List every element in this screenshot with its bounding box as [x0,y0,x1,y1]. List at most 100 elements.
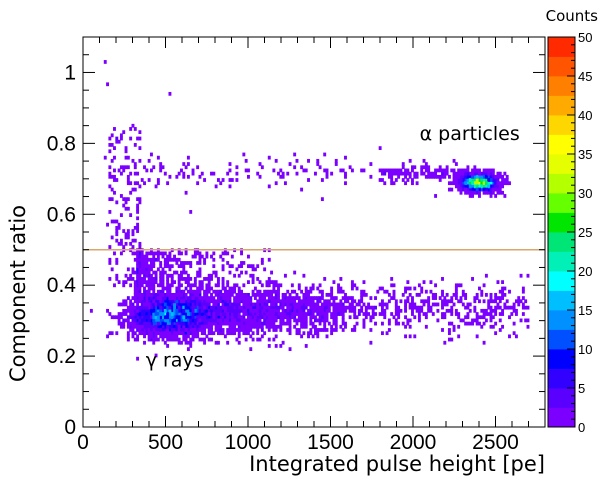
heatmap-cell [180,292,183,297]
heatmap-cell [307,158,310,163]
heatmap-cell [466,168,470,173]
heatmap-cell [323,152,327,157]
heatmap-cell [461,184,465,189]
heatmap-cell [214,292,218,297]
heatmap-cell [267,344,271,348]
heatmap-cell [124,146,128,150]
heatmap-cell [124,197,128,202]
heatmap-cell [514,312,518,316]
heatmap-cell [145,308,149,313]
heatmap-cell [138,267,142,272]
heatmap-cell [136,206,140,211]
heatmap-cell [147,328,151,332]
heatmap-cell [129,283,133,288]
heatmap-cell [161,280,165,285]
heatmap-cell [237,299,241,304]
heatmap-cell [286,321,290,326]
heatmap-cell [251,273,255,278]
heatmap-cell [260,312,264,316]
heatmap-cell [524,299,528,304]
heatmap-cell [216,328,220,332]
heatmap-cell [450,168,454,173]
heatmap-cell [288,315,292,320]
heatmap-cell [115,229,119,233]
heatmap-cell [226,292,230,297]
palette-swatch [548,173,575,194]
heatmap-cell [166,308,170,313]
heatmap-cell [147,312,151,316]
heatmap-cell [184,261,188,265]
heatmap-cell [295,296,299,300]
heatmap-cell [138,261,142,265]
heatmap-cell [364,315,368,320]
heatmap-cell [166,283,170,288]
heatmap-cell [143,273,146,278]
heatmap-cell [203,292,207,297]
heatmap-cell [394,312,398,316]
heatmap-cell [143,289,146,294]
palette-swatch [548,37,575,57]
heatmap-cell [267,292,271,297]
heatmap-cell [189,331,193,336]
heatmap-cell [498,296,502,300]
heatmap-cell [258,280,262,285]
heatmap-cell [394,318,398,323]
heatmap-cell [131,328,135,332]
heatmap-cell [223,305,227,310]
heatmap-cell [131,232,135,237]
heatmap-cell [508,289,511,294]
heatmap-cell [450,305,454,310]
heatmap-cell [210,277,213,281]
heatmap-cell [260,328,264,332]
heatmap-cell [214,302,218,307]
heatmap-cell [265,289,269,294]
heatmap-cell [129,308,133,313]
heatmap-cell [170,264,174,269]
heatmap-cell [283,273,287,278]
heatmap-cell [249,321,253,326]
heatmap-cell [138,158,142,163]
heatmap-cell [461,187,465,192]
heatmap-cell [136,315,140,320]
heatmap-cell [288,312,292,316]
heatmap-cell [480,181,484,186]
heatmap-cell [263,331,267,336]
heatmap-cell [237,331,241,336]
heatmap-cell [156,292,160,297]
heatmap-cell [180,324,183,329]
heatmap-cell [494,194,498,198]
heatmap-cell [339,277,343,281]
heatmap-cell [251,337,255,342]
heatmap-cell [214,308,218,313]
heatmap-cell [173,270,176,275]
heatmap-cell [235,337,239,342]
heatmap-cell [191,312,195,316]
heatmap-cell [360,299,364,304]
heatmap-cell [200,328,204,332]
heatmap-cell [237,273,241,278]
heatmap-cell [152,254,156,259]
heatmap-cell [272,305,276,310]
heatmap-cell [138,312,142,316]
heatmap-cell [226,280,230,285]
heatmap-cell [332,315,336,320]
heatmap-cell [270,270,274,275]
heatmap-cell [175,318,179,323]
heatmap-cell [288,302,292,307]
heatmap-cell [168,286,172,291]
heatmap-cell [145,273,149,278]
heatmap-cell [140,318,144,323]
heatmap-cell [182,312,186,316]
heatmap-cell [210,312,213,316]
heatmap-cell [216,312,220,316]
heatmap-cell [263,312,267,316]
heatmap-cell [184,318,188,323]
heatmap-cell [496,302,500,307]
heatmap-cell [210,299,213,304]
heatmap-cell [473,299,477,304]
palette-swatch [548,349,575,369]
heatmap-cell [501,296,505,300]
heatmap-cell [138,257,142,262]
heatmap-cell [281,305,285,310]
heatmap-cell [237,305,241,310]
